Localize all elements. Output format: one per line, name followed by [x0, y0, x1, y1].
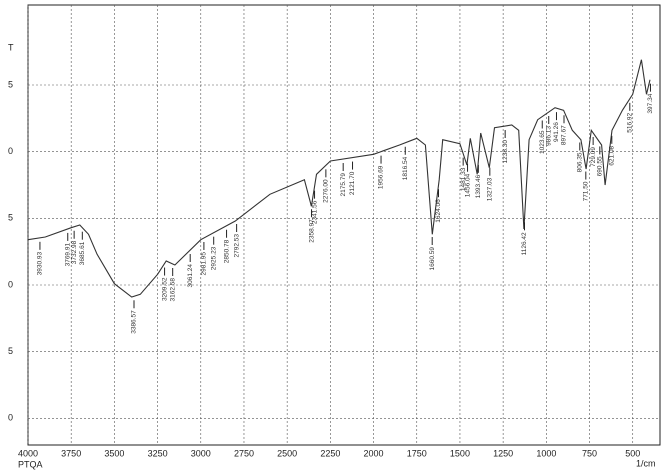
- peak-label: 397.34: [647, 93, 654, 113]
- y-tick-label: 0: [8, 146, 13, 156]
- peak-label: 2850.78: [223, 239, 230, 263]
- peak-label: 2981.95: [201, 252, 208, 276]
- x-axis-label: 1/cm: [636, 458, 656, 468]
- peak-label: 771.50: [583, 181, 590, 201]
- peak-label: 1956.69: [378, 165, 385, 189]
- peak-label: 516.92: [627, 112, 634, 132]
- peak-label: 1023.65: [539, 130, 546, 154]
- peak-label: 1327.03: [487, 177, 494, 201]
- y-tick-label: 5: [8, 346, 13, 356]
- x-tick-label: 4000: [18, 448, 38, 458]
- peak-label: 2358.97: [308, 219, 315, 243]
- peak-label: 3209.52: [161, 277, 168, 301]
- peak-label: 3732.98: [71, 240, 78, 264]
- x-tick-label: 2750: [234, 448, 254, 458]
- peak-label: 1660.59: [429, 247, 436, 271]
- peak-label: 690.55: [597, 156, 604, 176]
- peak-label: 897.67: [561, 125, 568, 145]
- peak-label: 1624.06: [435, 199, 442, 223]
- peak-label: 3769.91: [64, 243, 71, 267]
- peak-label: 729.09: [590, 147, 597, 167]
- x-tick-label: 1250: [493, 448, 513, 458]
- peak-label: 2175.79: [340, 173, 347, 197]
- y-tick-label: 5: [8, 213, 13, 223]
- peak-label: 1393.46: [475, 174, 482, 198]
- x-tick-label: 1000: [536, 448, 556, 458]
- y-axis-label: T: [8, 42, 14, 52]
- peak-label: 986.13: [545, 126, 552, 146]
- peak-label: 3061.24: [187, 264, 194, 288]
- peak-label: 3930.93: [37, 251, 44, 275]
- peak-label: 2276.00: [323, 179, 330, 203]
- peak-label: 1816.54: [402, 156, 409, 180]
- peak-label: 2121.70: [349, 171, 356, 195]
- y-tick-label: 0: [8, 413, 13, 423]
- y-tick-label: 0: [8, 279, 13, 289]
- peak-label: 2341.56: [311, 200, 318, 224]
- peak-label: 1238.30: [502, 140, 509, 164]
- x-tick-label: 2500: [277, 448, 297, 458]
- plot-frame: [27, 4, 661, 446]
- x-tick-label: 2000: [364, 448, 384, 458]
- peak-label: 2925.23: [210, 246, 217, 270]
- sample-label: PTQA: [18, 459, 43, 469]
- peak-label: 3386.57: [131, 310, 138, 334]
- peak-label: 941.26: [553, 122, 560, 142]
- peak-label: 1456.04: [464, 173, 471, 197]
- peak-label: 3162.58: [169, 278, 176, 302]
- x-tick-label: 1750: [407, 448, 427, 458]
- x-tick-label: 3250: [148, 448, 168, 458]
- y-tick-label: 5: [8, 79, 13, 89]
- peak-label: 2792.53: [233, 234, 240, 258]
- x-tick-label: 3000: [191, 448, 211, 458]
- spectrum-line: [27, 59, 651, 298]
- peak-label: 806.35: [577, 152, 584, 172]
- x-tick-label: 2250: [320, 448, 340, 458]
- x-tick-label: 750: [582, 448, 597, 458]
- peak-label: 3685.61: [79, 241, 86, 265]
- peak-label: 621.08: [609, 145, 616, 165]
- x-tick-label: 3750: [61, 448, 81, 458]
- peak-label: 1126.42: [521, 232, 528, 255]
- peak-label: 1481.33: [460, 167, 467, 191]
- x-tick-label: 1500: [450, 448, 470, 458]
- x-tick-label: 3500: [104, 448, 124, 458]
- x-tick-label: 500: [625, 448, 640, 458]
